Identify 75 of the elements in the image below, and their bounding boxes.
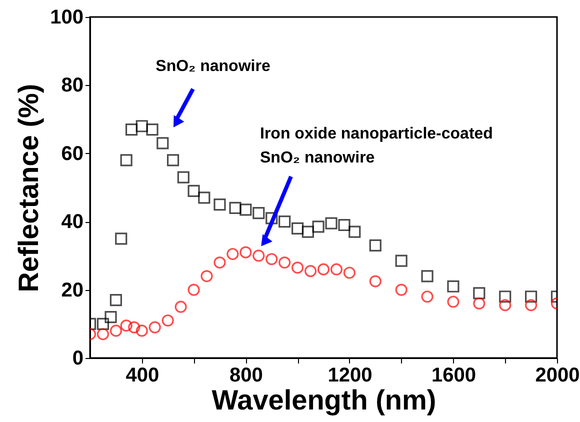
y-tick-label: 60 xyxy=(61,142,84,165)
point xyxy=(136,120,148,132)
point xyxy=(252,207,265,220)
point xyxy=(174,300,187,313)
annotation: Iron oxide nanoparticle-coated SnO₂ nanowire xyxy=(260,125,493,166)
point xyxy=(338,218,350,232)
point xyxy=(96,318,110,330)
point xyxy=(395,284,408,296)
point xyxy=(525,299,538,312)
point xyxy=(266,253,278,266)
point xyxy=(125,123,138,136)
point xyxy=(369,275,382,288)
point xyxy=(330,263,343,276)
point xyxy=(177,171,190,184)
point xyxy=(148,321,161,334)
y-tick-label: 20 xyxy=(61,279,84,302)
point xyxy=(229,202,242,214)
point xyxy=(266,212,278,224)
y-tick-label: 40 xyxy=(61,211,84,234)
point xyxy=(302,226,314,238)
point xyxy=(240,246,252,258)
point xyxy=(473,287,486,300)
point xyxy=(200,270,213,282)
x-tick-label: 1600 xyxy=(431,364,476,386)
point xyxy=(278,256,291,269)
point xyxy=(421,270,434,282)
point xyxy=(104,311,117,324)
point xyxy=(348,226,361,238)
x-tick-label: 400 xyxy=(126,364,160,386)
point xyxy=(156,137,169,150)
point xyxy=(312,220,324,233)
point xyxy=(96,328,110,340)
point xyxy=(473,297,486,310)
point xyxy=(304,265,317,278)
x-tick-label: 1200 xyxy=(328,364,372,386)
x-tick-label: 2000 xyxy=(535,364,580,386)
point xyxy=(369,239,382,252)
point xyxy=(292,222,304,234)
point xyxy=(499,290,512,303)
point xyxy=(115,232,128,245)
point xyxy=(325,217,338,230)
point xyxy=(499,299,512,312)
annotation: SnO₂ nanowire xyxy=(156,58,270,75)
point xyxy=(188,184,200,197)
point xyxy=(214,198,226,211)
point xyxy=(252,250,265,262)
point xyxy=(278,216,291,228)
point xyxy=(146,123,158,136)
point xyxy=(120,154,132,166)
point xyxy=(110,294,122,306)
point xyxy=(136,324,148,337)
point xyxy=(317,263,330,276)
point xyxy=(447,296,460,308)
y-tick-label: 0 xyxy=(72,348,84,370)
point xyxy=(120,320,132,332)
y-tick-label: 100 xyxy=(50,6,84,28)
point xyxy=(198,192,210,204)
x-tick-label: 800 xyxy=(229,364,263,386)
point xyxy=(128,321,140,334)
point xyxy=(447,280,460,292)
point xyxy=(162,314,174,327)
point xyxy=(188,284,200,296)
point xyxy=(214,256,226,269)
point xyxy=(343,266,356,279)
point xyxy=(525,290,538,303)
point xyxy=(395,254,408,267)
point xyxy=(166,154,180,166)
y-tick-label: 80 xyxy=(61,74,84,97)
point xyxy=(110,324,122,337)
point xyxy=(226,248,239,260)
y-axis-title: Reflectance (%) xyxy=(13,84,44,292)
x-axis-title: Wavelength (nm) xyxy=(212,384,436,416)
point xyxy=(240,204,252,216)
point xyxy=(421,290,434,303)
point xyxy=(292,262,304,274)
